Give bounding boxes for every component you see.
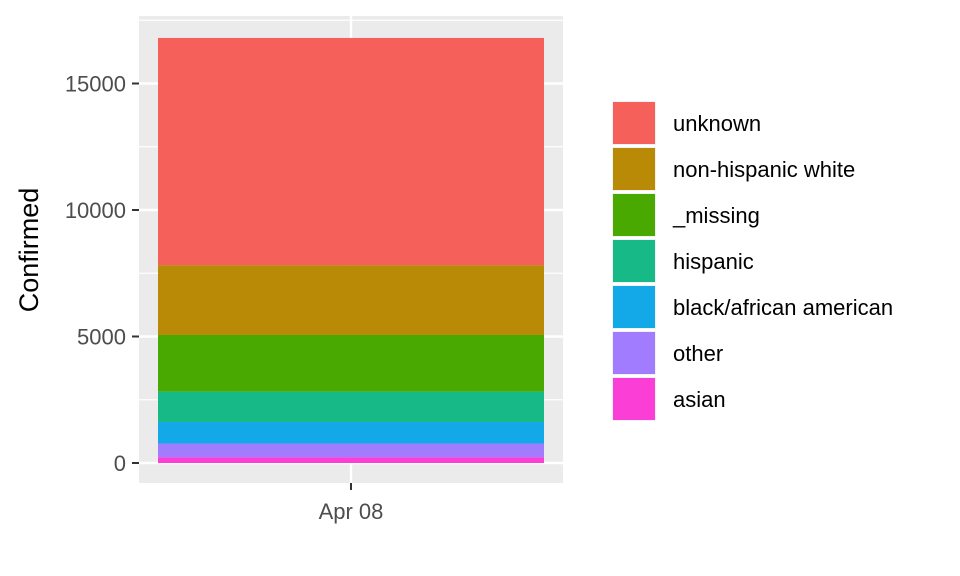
bars <box>158 37 544 463</box>
bar-segment-non-hispanic-white <box>158 265 544 335</box>
bar-segment-other <box>158 443 544 458</box>
bar-segment-black-african-american <box>158 422 544 444</box>
y-tick-label: 0 <box>114 451 126 476</box>
legend-swatch <box>613 378 655 420</box>
y-axis-title: Confirmed <box>14 188 44 313</box>
legend-label: non-hispanic white <box>673 157 855 182</box>
legend-swatch <box>613 148 655 190</box>
bar-segment-asian <box>158 457 544 463</box>
legend-label: _missing <box>672 203 760 228</box>
legend: unknown non-hispanic white _missinghispani… <box>612 101 893 421</box>
legend-swatch <box>613 194 655 236</box>
legend-label: other <box>673 341 723 366</box>
legend-label: hispanic <box>673 249 754 274</box>
y-tick-label: 5000 <box>77 325 126 350</box>
legend-swatch <box>613 286 655 328</box>
x-axis: Apr 08 <box>319 483 384 524</box>
bar-segment-hispanic <box>158 391 544 423</box>
legend-swatch <box>613 240 655 282</box>
legend-label: black/african american <box>673 295 893 320</box>
legend-label: asian <box>673 387 726 412</box>
y-tick-label: 15000 <box>65 72 126 97</box>
legend-swatch <box>613 102 655 144</box>
y-tick-label: 10000 <box>65 198 126 223</box>
bar-segment-unknown <box>158 37 544 266</box>
legend-label: unknown <box>673 111 761 136</box>
legend-swatch <box>613 332 655 374</box>
y-axis: 0 5000 10000 15000 <box>65 72 139 476</box>
x-tick-label: Apr 08 <box>319 499 384 524</box>
bar-segment-missing <box>158 334 544 392</box>
